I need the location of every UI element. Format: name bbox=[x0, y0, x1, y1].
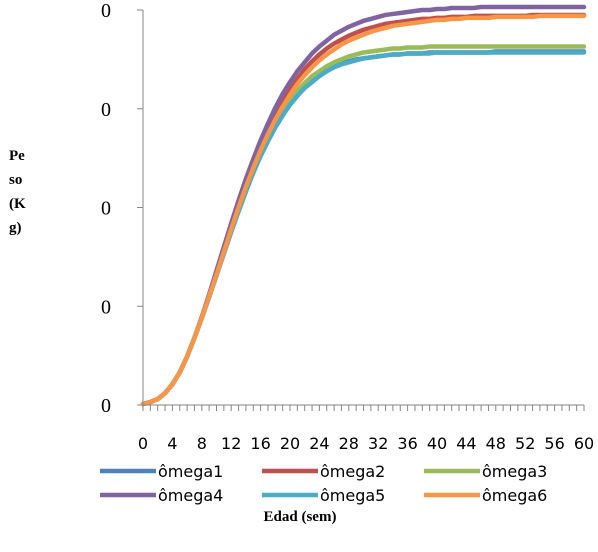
x-tick-label: 56 bbox=[544, 434, 564, 453]
legend-label: ômega2 bbox=[320, 462, 385, 481]
x-tick-label: 48 bbox=[486, 434, 506, 453]
series-line-2 bbox=[140, 12, 587, 407]
legend-item: ômega1 bbox=[100, 462, 223, 481]
x-tick-label: 60 bbox=[574, 434, 594, 453]
legend-item: ômega4 bbox=[100, 486, 223, 505]
y-tick-label: 0 bbox=[101, 395, 111, 417]
legend-label: ômega4 bbox=[158, 486, 223, 505]
legend-label: ômega6 bbox=[482, 486, 547, 505]
series-line-3 bbox=[140, 44, 587, 407]
x-tick-label: 20 bbox=[280, 434, 300, 453]
x-axis-ticks: 0 4 8 12 16 20 24 28 32 36 40 44 48 52 56 60 bbox=[138, 405, 594, 453]
legend-label: ômega3 bbox=[482, 462, 547, 481]
y-axis-title-line: so bbox=[9, 172, 22, 188]
legend-item: ômega3 bbox=[424, 462, 547, 481]
legend: ômega1 ômega2 ômega3 ômega4 ômega5 ômega6 bbox=[100, 462, 547, 505]
x-tick-label: 4 bbox=[167, 434, 177, 453]
series-lines bbox=[140, 4, 587, 407]
x-tick-label: 36 bbox=[397, 434, 417, 453]
y-tick-label: 0 bbox=[101, 99, 111, 121]
x-tick-label: 0 bbox=[138, 434, 148, 453]
x-tick-label: 44 bbox=[456, 434, 476, 453]
y-axis-title: Pe so (K g) bbox=[9, 148, 26, 236]
series-line-6 bbox=[140, 13, 587, 407]
series-line-5 bbox=[140, 50, 587, 407]
x-tick-label: 12 bbox=[221, 434, 241, 453]
y-axis-title-line: (K bbox=[9, 196, 26, 212]
y-axis-title-line: Pe bbox=[9, 148, 25, 164]
legend-item: ômega6 bbox=[424, 486, 547, 505]
x-tick-label: 40 bbox=[427, 434, 447, 453]
y-axis-title-line: g) bbox=[9, 220, 22, 236]
legend-label: ômega5 bbox=[320, 486, 385, 505]
x-tick-label: 16 bbox=[250, 434, 270, 453]
x-tick-label: 28 bbox=[339, 434, 359, 453]
x-tick-label: 32 bbox=[368, 434, 388, 453]
x-tick-label: 52 bbox=[515, 434, 535, 453]
series-line-1 bbox=[140, 49, 587, 407]
y-tick-label: 0 bbox=[101, 198, 111, 220]
x-tick-label: 8 bbox=[197, 434, 207, 453]
legend-item: ômega2 bbox=[262, 462, 385, 481]
y-tick-label: 0 bbox=[101, 0, 111, 22]
x-axis-title: Edad (sem) bbox=[264, 509, 337, 525]
y-axis-ticks: 0 0 0 0 0 bbox=[101, 0, 143, 417]
x-tick-label: 24 bbox=[309, 434, 329, 453]
legend-label: ômega1 bbox=[158, 462, 223, 481]
legend-item: ômega5 bbox=[262, 486, 385, 505]
y-tick-label: 0 bbox=[101, 296, 111, 318]
series-line-4 bbox=[140, 4, 587, 407]
